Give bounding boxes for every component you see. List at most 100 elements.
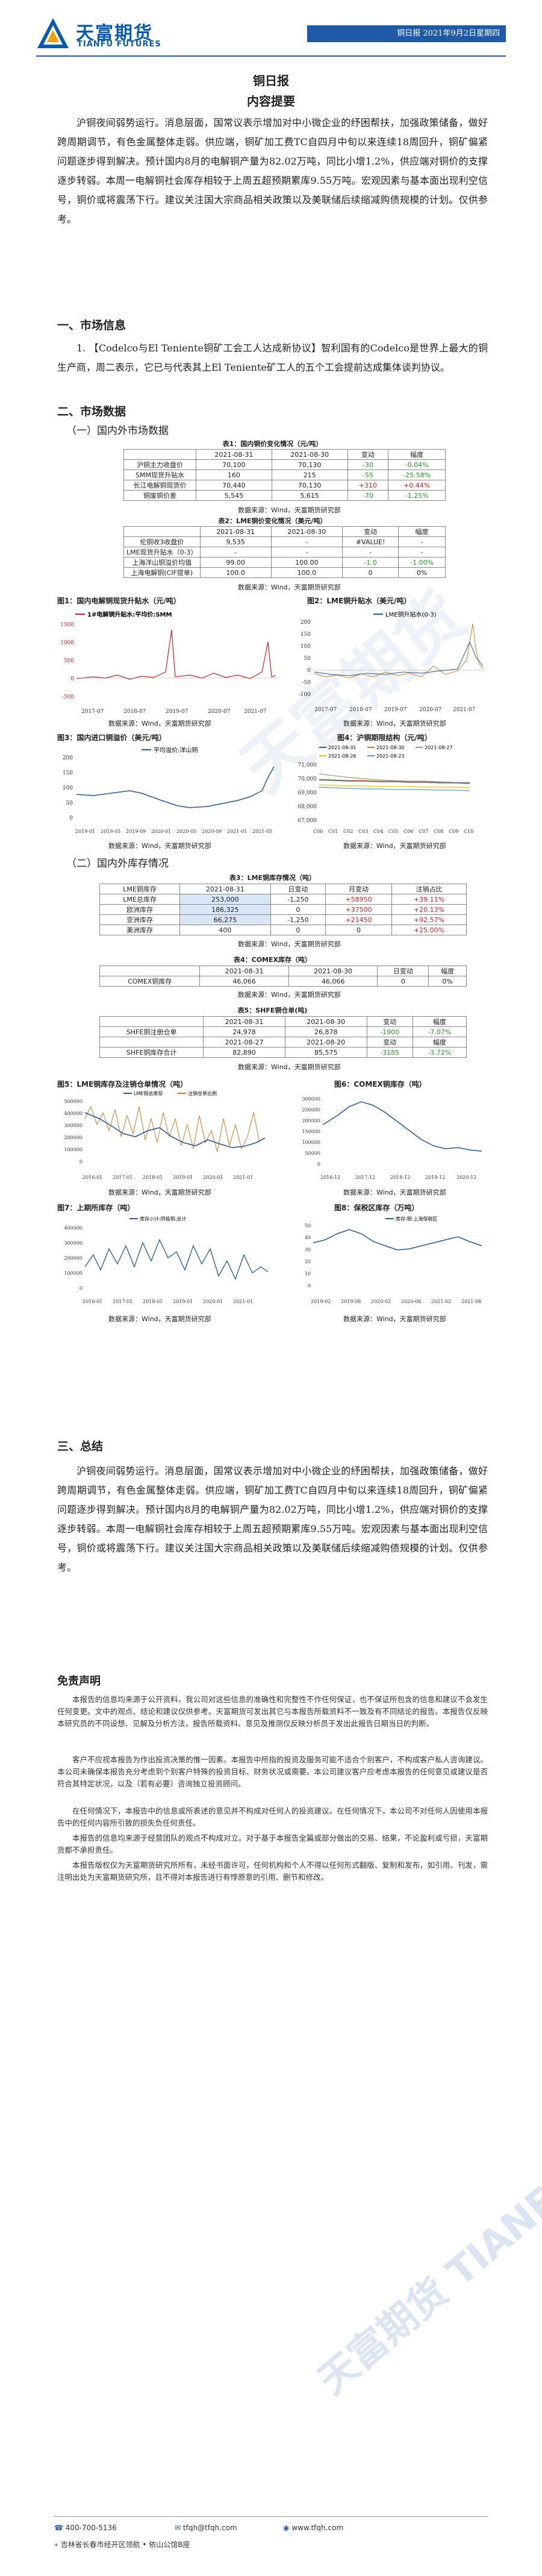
table2-header-row: 2021-08-31 2021-08-30 变动 幅度: [123, 526, 446, 537]
fig6-ytick: 50000: [305, 1151, 320, 1156]
fig2-ytick: -50: [302, 680, 311, 686]
fig1-chart: 1#电解铜升贴水:平均价:SMM 1500 1000 500 0 -500 20…: [57, 606, 280, 717]
fig3-xtick: 2021-05: [252, 829, 272, 834]
table-cell: +310: [347, 480, 389, 491]
fig7-xtick: 2019-01: [173, 1299, 193, 1304]
table1-header: 2021-08-30: [271, 449, 348, 460]
fig4-line: [319, 787, 470, 791]
fig3-chart: 平均溢价:洋山铜 200 150 100 50 0 2019-01 2019-0…: [63, 746, 275, 834]
table4: 2021-08-31 2021-08-30 日变动 幅度 COMEX铜库存 46…: [99, 966, 467, 987]
table2: 2021-08-31 2021-08-30 变动 幅度 伦铜收3收盘价 9,53…: [123, 526, 446, 578]
email-text[interactable]: tfqh@tfqh.com: [182, 2524, 237, 2532]
fig3-xtick: 2019-01: [75, 829, 95, 834]
table-cell: -: [199, 547, 272, 558]
data-source: 数据来源：Wind，天富期货研究部: [238, 1063, 341, 1071]
location-icon: ⌖: [54, 2540, 58, 2549]
fig7-title: 图7：上期所库存（吨）: [57, 1204, 135, 1212]
fig3-ytick: 100: [63, 785, 73, 791]
fig4-xticks: C00 C01 C02 C03 C04 C05 C06 C07 C08 C09 …: [313, 829, 473, 834]
fig5-ytick: 500000: [64, 1099, 83, 1104]
fig6-ytick: 250000: [302, 1107, 320, 1113]
fig4-xtick: C01: [328, 829, 338, 834]
fig4-xtick: C08: [434, 829, 443, 834]
website-text[interactable]: www.tfqh.com: [291, 2524, 344, 2532]
table-cell: -3185: [366, 1047, 413, 1058]
footer-website[interactable]: ◉ www.tfqh.com: [283, 2524, 343, 2532]
fig8-xtick: 2020-02: [371, 1299, 391, 1304]
fig8-yticks: 50 40 30 20 10 0: [305, 1223, 311, 1289]
header: 天富期货 TIANFU FUTURES 铜日报 2021年9月2日星期四: [36, 12, 506, 57]
footer-email[interactable]: ✉ tfqh@tfqh.com: [175, 2524, 237, 2532]
data-source: 数据来源：Wind，天富期货研究部: [108, 720, 211, 727]
fig3-ytick: 50: [66, 800, 73, 806]
fig1-xtick: 2019-07: [166, 709, 188, 715]
fig5-yticks: 500000 400000 300000 200000 100000 0: [64, 1099, 83, 1164]
table2-header: 变动: [341, 526, 399, 537]
table5-header: 2021-08-31: [203, 1016, 285, 1027]
fig4-ytick: 70,000: [298, 776, 317, 782]
logo: 天富期货 TIANFU FUTURES: [36, 17, 229, 53]
table3-header: 2021-08-31: [179, 884, 271, 894]
fig8-line: [313, 1229, 482, 1251]
table5-header: 2021-08-20: [284, 1037, 367, 1048]
table-cell: 100.00: [270, 557, 343, 568]
table-row: SMM现货升贴水 160 215 -55 -25.58%: [123, 470, 446, 480]
fig2-ytick: 200: [301, 620, 311, 626]
fig7-xtick: 2020-01: [203, 1299, 223, 1304]
fig8-ytick: 40: [305, 1235, 311, 1240]
fig2-ytick: 150: [301, 632, 311, 638]
fig5-ytick: 200000: [64, 1135, 83, 1140]
fig5-inventory-line: [84, 1112, 266, 1148]
table5-caption: 表5：SHFE铜仓单(吨): [237, 1007, 308, 1014]
table3: LME铜库存 2021-08-31 日变动 月变动 注销占比 LME总库存 25…: [99, 884, 467, 935]
disclaimer-p5: 本报告版权仅为天富期货研究所所有，未经书面许可，任何机构和个人不得以任何形式翻版…: [57, 1861, 488, 1882]
table-cell: -1.25%: [388, 490, 446, 501]
data-source: 数据来源：Wind，天富期货研究部: [108, 1315, 211, 1323]
table-cell: SHFE铜库存合计: [99, 1047, 204, 1058]
fig5-legend: LME铜总库存 注销仓单比例: [123, 1090, 217, 1096]
table-row: 亚洲库存 66,275 -1,250 +21450 +92.57%: [99, 914, 467, 925]
fig2-xticks: 2017-07 2018-07 2019-07 2020-07 2021-07: [314, 707, 476, 713]
fig5-xtick: 2019-01: [173, 1175, 193, 1180]
table-cell: 100.0: [270, 567, 343, 578]
table-cell: 5,615: [271, 490, 348, 501]
fig8-chart: 库存:铜:上海保税区 50 40 30 20 10 0 2019-02 2019…: [305, 1216, 482, 1304]
table-cell: 沪铜主力收盘价: [123, 459, 196, 470]
table-cell: 上海电解铜(CIF提单): [123, 567, 201, 578]
table3-header: 注销占比: [391, 884, 467, 894]
table-cell: 0%: [428, 976, 467, 987]
fig6-chart: 300000 250000 200000 150000 100000 50000…: [302, 1096, 482, 1180]
footer-address: ⌖ 吉林省长春市经开区领航 • 依山公馆B座: [54, 2539, 190, 2549]
fig3-ytick: 0: [69, 815, 73, 821]
fig1-ytick: 1500: [60, 622, 74, 628]
table-cell: 46,066: [288, 976, 378, 987]
summary-paragraph-2: 沪铜夜间弱势运行。消息层面，国常议表示增加对中小微企业的纾困帮扶，加强政策储备，…: [57, 1465, 488, 1573]
fig4-xtick: C09: [449, 829, 458, 834]
table2-header: 2021-08-30: [270, 526, 343, 537]
fig8-ytick: 20: [305, 1259, 311, 1264]
table5-header: 幅度: [412, 1037, 467, 1048]
fig1-ytick: 0: [70, 676, 74, 682]
fig8-legend: 库存:铜:上海保税区: [396, 1216, 437, 1222]
table-row: LME现货升贴水（0-3） - - - -: [123, 547, 446, 558]
fig3-xtick: 2021-01: [227, 829, 247, 834]
fig8-xticks: 2019-02 2019-08 2020-02 2020-08 2021-02 …: [311, 1299, 481, 1304]
fig1-ytick: 500: [64, 658, 74, 664]
table-cell: -1.00%: [398, 557, 446, 568]
fig4-xtick: C05: [388, 829, 398, 834]
watermark-large: 天富期货 TIANFU FUTURES: [310, 2022, 542, 2404]
table-cell: SHFE铜注册仓单: [99, 1026, 204, 1037]
fig6-title: 图6：COMEX铜库存（吨）: [334, 1080, 426, 1089]
phone-icon: ☎: [54, 2524, 63, 2532]
fig3-xtick: 2019-05: [101, 829, 120, 834]
disclaimer-p2: 客户不应视本报告为作出投资决策的惟一因素。本报告中所指的投资及服务可能不适合个别…: [57, 1755, 488, 1788]
fig1-title: 图1：国内电解铜现货升贴水（元/吨）: [57, 597, 181, 605]
table-cell: -70: [347, 490, 389, 501]
table-cell: 0%: [398, 567, 446, 578]
fig6-xtick: 2018-12: [390, 1175, 410, 1180]
fig4-xtick: C04: [373, 829, 383, 834]
fig4-ytick: 71,000: [298, 762, 317, 768]
fig2-xtick: 2020-07: [419, 707, 442, 713]
section1-paragraph: 1. 【Codelco与El Teniente铜矿工会工人达成新协议】智利国有的…: [57, 342, 488, 373]
